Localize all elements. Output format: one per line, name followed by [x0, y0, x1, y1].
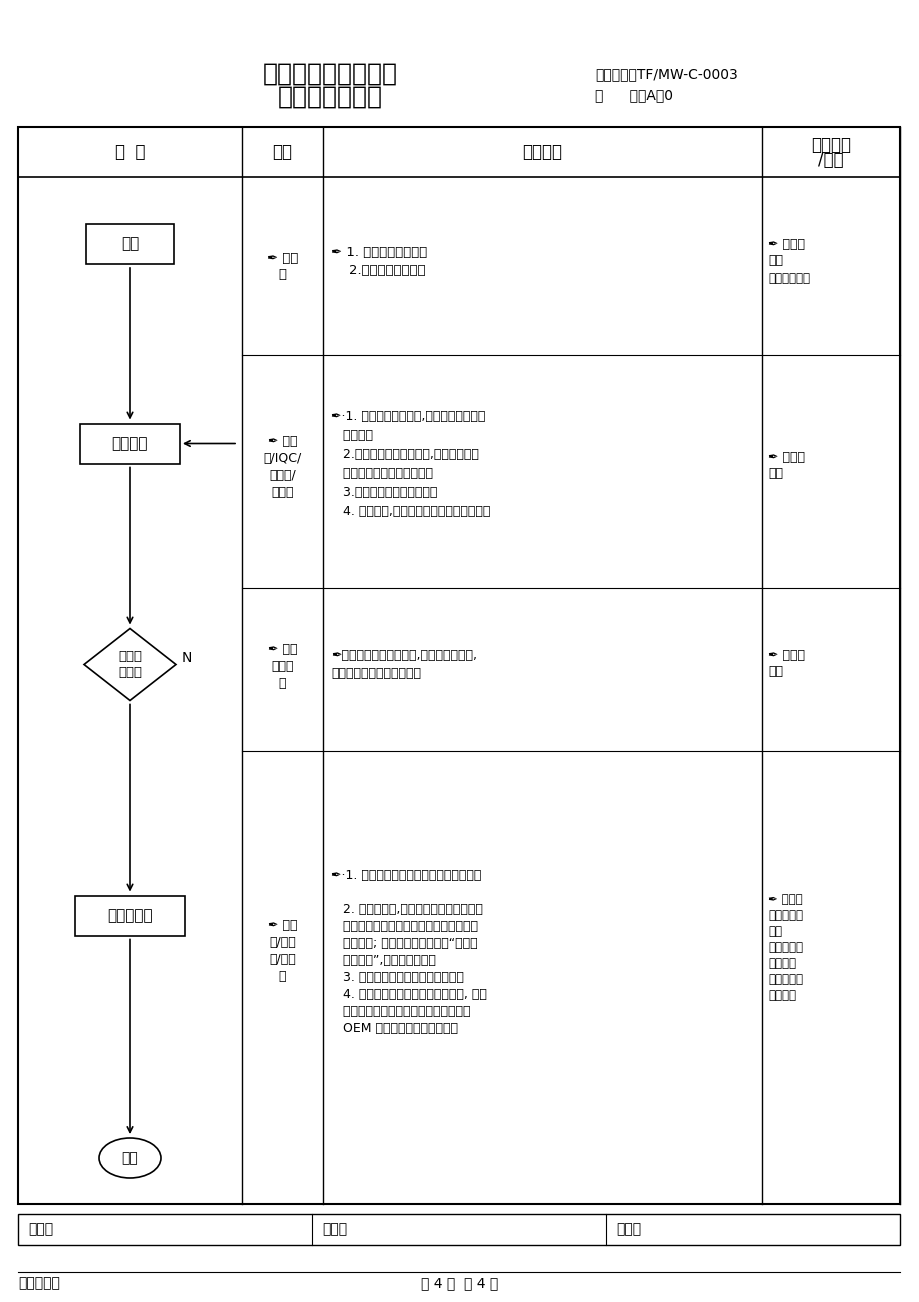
Text: 批准：: 批准：	[616, 1223, 641, 1237]
Text: 良品，仓管员凭退料量记账，并返单给电: 良品，仓管员凭退料量记账，并返单给电	[331, 921, 478, 934]
Text: N: N	[182, 651, 192, 665]
Text: 生效日期：: 生效日期：	[18, 1276, 60, 1290]
Text: 3.不良品需明确不良原因；: 3.不良品需明确不良原因；	[331, 486, 437, 499]
Text: ✒·1. 按退料单（或电脑单）核对、清点；: ✒·1. 按退料单（或电脑单）核对、清点；	[331, 868, 481, 881]
Text: 申请单》: 申请单》	[767, 957, 795, 970]
Text: 仓管员接料: 仓管员接料	[108, 907, 153, 923]
Text: 员/IQC/: 员/IQC/	[263, 452, 301, 465]
Text: 单》《电脑: 单》《电脑	[767, 909, 802, 922]
Text: 员/生产: 员/生产	[269, 953, 296, 966]
Text: 管理人: 管理人	[271, 660, 293, 673]
Text: 工程部/: 工程部/	[269, 469, 296, 482]
Text: ✒ 仓管: ✒ 仓管	[267, 919, 297, 932]
Text: 单》: 单》	[767, 665, 782, 678]
Text: 2.按盘点要求运作。: 2.按盘点要求运作。	[348, 264, 425, 277]
Text: 认签字；: 认签字；	[331, 428, 372, 441]
Text: ✒ 仓管: ✒ 仓管	[267, 251, 298, 264]
Text: 物料收、发、储存、: 物料收、发、储存、	[262, 62, 397, 86]
Text: 编制：: 编制：	[28, 1223, 53, 1237]
Text: 生产部: 生产部	[271, 486, 293, 499]
Text: 2.良品物料需有合格贴纸,若有特采要求: 2.良品物料需有合格贴纸,若有特采要求	[331, 448, 479, 461]
Text: 部: 部	[278, 970, 286, 983]
Bar	[85, 224, 174, 264]
Text: 3. 来料不良品退换，按要求执行；: 3. 来料不良品退换，按要求执行；	[331, 971, 463, 984]
Text: 《退换料控: 《退换料控	[767, 973, 802, 986]
Text: 不符合则返单给用料部门。: 不符合则返单给用料部门。	[331, 667, 421, 680]
Text: 《盘点制度》: 《盘点制度》	[767, 272, 809, 285]
Text: ✒·1. 退料部门主管签字,工程和品检共同确: ✒·1. 退料部门主管签字,工程和品检共同确	[331, 410, 485, 423]
Text: 单》: 单》	[767, 467, 782, 480]
Text: 审核：: 审核：	[322, 1223, 346, 1237]
Text: 版      次：A／0: 版 次：A／0	[595, 89, 673, 102]
Text: ✒ 《退料: ✒ 《退料	[767, 648, 804, 661]
Text: 时，需在贴纸上详细说明；: 时，需在贴纸上详细说明；	[331, 467, 433, 480]
Text: 4. 电脑记账员凭退库单良品记账后, 整理: 4. 电脑记账员凭退库单良品记账后, 整理	[331, 988, 486, 1001]
Text: 工作要求: 工作要求	[522, 143, 562, 161]
Text: 职责: 职责	[272, 143, 292, 161]
Text: 员: 员	[278, 267, 286, 280]
Text: 脑记账员; 不良品，由仓库填写“物料变: 脑记账员; 不良品，由仓库填写“物料变	[331, 937, 477, 950]
Text: 2. 物料接收后,由退料员在单上签收确认: 2. 物料接收后,由退料员在单上签收确认	[331, 904, 482, 917]
Text: 结束: 结束	[121, 1151, 138, 1165]
Text: 表》: 表》	[767, 254, 782, 267]
Text: 员: 员	[278, 677, 286, 690]
Bar	[80, 423, 180, 464]
Text: 制办法》: 制办法》	[767, 990, 795, 1003]
Text: 流  程: 流 程	[115, 143, 145, 161]
Text: ✒ 仓管: ✒ 仓管	[267, 435, 297, 448]
Text: ✒ 1. 做好日盘点报表；: ✒ 1. 做好日盘点报表；	[331, 246, 426, 259]
Text: ✒ 《盘点: ✒ 《盘点	[767, 237, 804, 250]
Text: ✒ 《退料: ✒ 《退料	[767, 893, 801, 906]
Text: 第 4 页  共 4 页: 第 4 页 共 4 页	[421, 1276, 498, 1290]
Text: 单据并分单，财务联返成本核算处（或: 单据并分单，财务联返成本核算处（或	[331, 1005, 470, 1018]
Text: OEM 处），仓库联自行保存。: OEM 处），仓库联自行保存。	[331, 1022, 458, 1035]
Text: 员/记账: 员/记账	[269, 936, 296, 949]
Text: 单》: 单》	[767, 924, 781, 937]
Text: ✒检查上述手续是否齐全,符合则办理退料,: ✒检查上述手续是否齐全,符合则办理退料,	[331, 648, 476, 661]
Text: 《物料变卖: 《物料变卖	[767, 941, 802, 954]
Text: 卖申请单”,申请废料变卖；: 卖申请单”,申请废料变卖；	[331, 954, 436, 967]
Text: 管审核: 管审核	[118, 667, 142, 680]
Text: /记录: /记录	[817, 151, 843, 169]
Text: 物料退库: 物料退库	[111, 436, 148, 450]
Text: ✒ 《退料: ✒ 《退料	[767, 450, 804, 464]
Text: ✒ 仓库: ✒ 仓库	[267, 643, 297, 656]
Text: 相关文件: 相关文件	[811, 135, 850, 154]
Text: 文件编号：TF/MW-C-0003: 文件编号：TF/MW-C-0003	[595, 66, 737, 81]
Bar	[75, 896, 185, 936]
Text: 防护的管理流程: 防护的管理流程	[278, 85, 382, 109]
Text: 仓库主: 仓库主	[118, 650, 142, 663]
Text: 4. 套料退库,需按套料料表明细办理退库。: 4. 套料退库,需按套料料表明细办理退库。	[331, 505, 490, 518]
Bar	[18, 128, 899, 1204]
Text: 盘点: 盘点	[120, 237, 139, 251]
Bar	[18, 1213, 899, 1245]
